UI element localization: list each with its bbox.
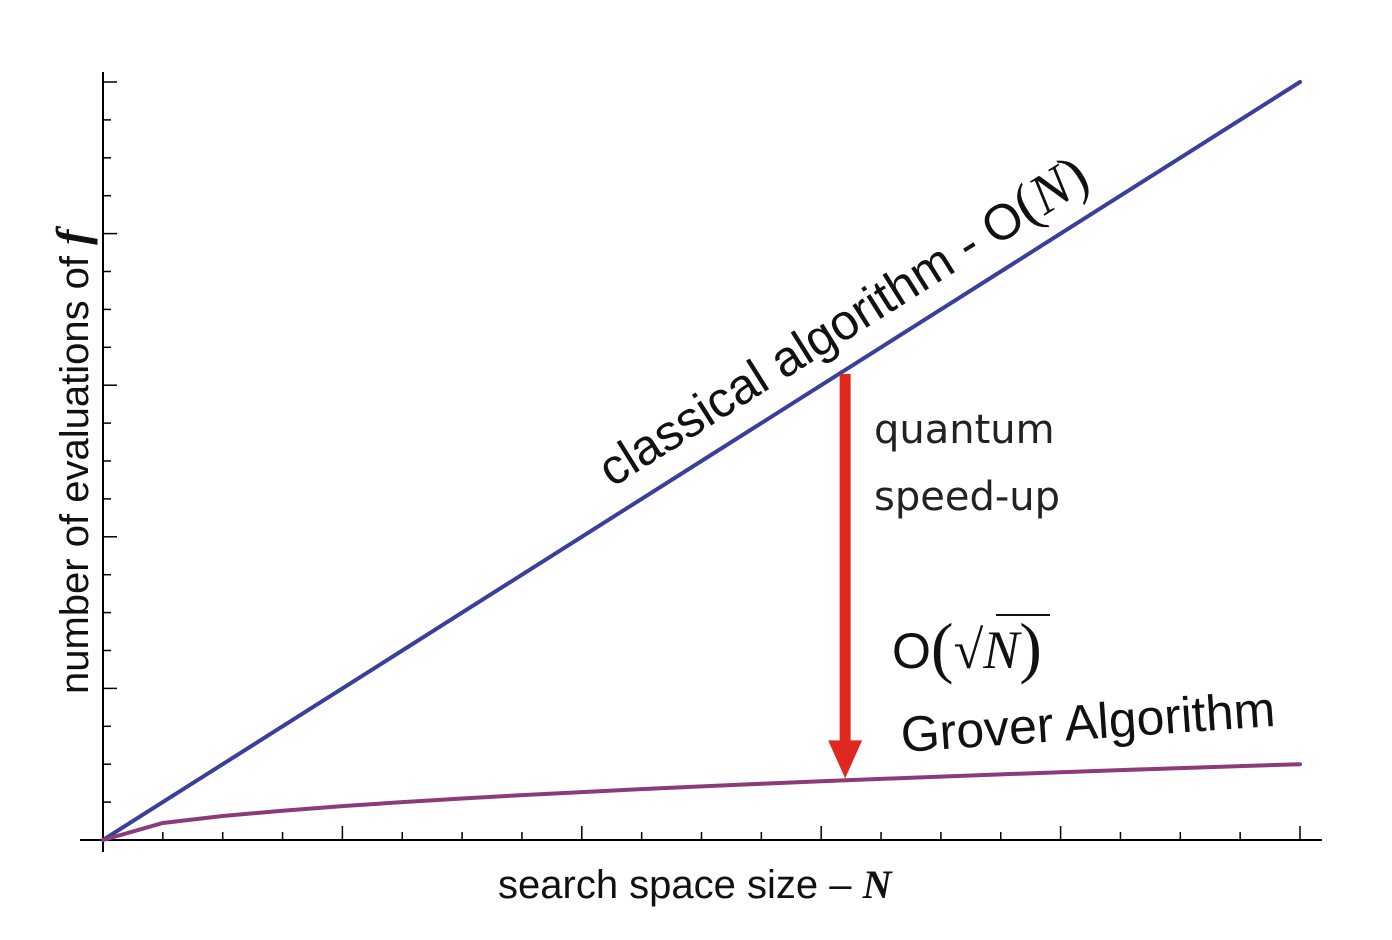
grover-complexity-prefix: O (892, 623, 931, 679)
speedup-arrow-head (828, 740, 863, 779)
x-axis-label: search space size – N (498, 862, 894, 907)
grover-series-name: Grover Algorithm (899, 681, 1277, 763)
grover-series-label: Grover Algorithm (899, 681, 1277, 763)
speedup-label-line1: quantum (874, 407, 1055, 453)
speedup-label-line2: speed-up (874, 474, 1060, 520)
y-axis-label-text: number of evaluations of (53, 245, 97, 694)
svg-text:number of evaluations of f: number of evaluations of f (47, 225, 98, 694)
x-axis-label-text: search space size – (498, 863, 863, 907)
grover-complexity-label: O(√N) (892, 609, 1042, 685)
grover-complexity-sqrt: √ (954, 620, 984, 680)
grover-complexity-var: N (982, 620, 1022, 680)
y-ticks (103, 81, 117, 841)
series-grover-line (101, 762, 1302, 842)
x-axis-label-var: N (862, 862, 894, 907)
series-classical-line (101, 80, 1302, 842)
y-axis-label: number of evaluations of f (47, 225, 98, 694)
classical-series-name: classical algorithm (588, 232, 963, 497)
speedup-arrow (828, 374, 863, 779)
x-ticks (102, 826, 1301, 840)
y-axis-label-var: f (47, 225, 98, 245)
